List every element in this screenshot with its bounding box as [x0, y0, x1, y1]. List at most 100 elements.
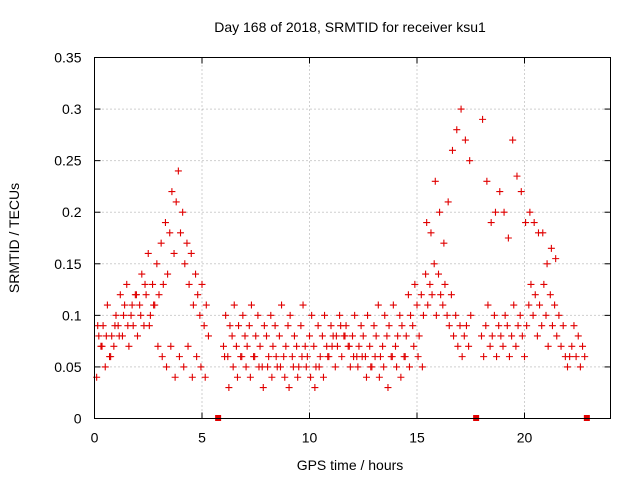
data-point	[161, 219, 169, 227]
data-point	[509, 136, 517, 144]
data-point	[383, 332, 391, 340]
data-point	[518, 332, 526, 340]
data-point	[252, 332, 260, 340]
data-point	[405, 363, 413, 371]
data-point	[264, 363, 272, 371]
data-point	[192, 270, 200, 278]
data-point	[409, 322, 417, 330]
data-point	[431, 177, 439, 185]
data-point	[268, 373, 276, 381]
data-point	[516, 311, 524, 319]
data-point	[454, 342, 462, 350]
data-point	[316, 353, 324, 361]
data-point	[555, 311, 563, 319]
data-point	[202, 301, 210, 309]
data-point	[201, 373, 209, 381]
data-point	[482, 322, 490, 330]
data-point	[486, 342, 494, 350]
x-axis-label: GPS time / hours	[297, 457, 404, 473]
data-point	[413, 301, 421, 309]
data-point	[544, 342, 552, 350]
data-point	[389, 301, 397, 309]
data-point	[157, 239, 165, 247]
data-point	[414, 353, 422, 361]
data-point	[167, 342, 175, 350]
data-point	[572, 353, 580, 361]
axis-ticks	[94, 57, 611, 419]
data-point	[526, 208, 534, 216]
data-point	[101, 363, 109, 371]
data-point	[372, 332, 380, 340]
data-point	[497, 332, 505, 340]
data-point	[197, 363, 205, 371]
data-point	[297, 322, 305, 330]
data-point	[465, 342, 473, 350]
data-point	[144, 249, 152, 257]
data-point	[267, 311, 275, 319]
data-point	[529, 311, 537, 319]
data-point	[286, 311, 294, 319]
data-point	[132, 291, 140, 299]
data-points	[93, 105, 589, 392]
data-point	[499, 342, 507, 350]
data-point	[230, 301, 238, 309]
data-point	[371, 353, 379, 361]
data-point	[259, 384, 267, 392]
data-point	[385, 322, 393, 330]
data-point	[443, 311, 451, 319]
data-point	[568, 342, 576, 350]
data-point	[510, 301, 518, 309]
data-point	[189, 301, 197, 309]
data-point	[351, 311, 359, 319]
data-point	[306, 332, 313, 340]
data-point	[523, 322, 531, 330]
data-point	[441, 280, 449, 288]
y-tick-label: 0.35	[54, 50, 81, 66]
data-point	[184, 342, 192, 350]
data-point	[346, 363, 354, 371]
data-point	[179, 208, 187, 216]
data-point	[107, 353, 115, 361]
data-point	[158, 353, 166, 361]
data-point	[242, 363, 250, 371]
data-point	[374, 301, 382, 309]
chart-title: Day 168 of 2018, SRMTID for receiver ksu…	[214, 19, 486, 35]
data-point	[302, 363, 310, 371]
data-point	[175, 353, 183, 361]
data-point	[301, 342, 309, 350]
data-point	[154, 342, 162, 350]
data-point	[285, 384, 293, 392]
data-point	[271, 322, 279, 330]
data-point	[282, 342, 290, 350]
data-point	[436, 208, 444, 216]
data-point	[314, 322, 322, 330]
y-tick-label: 0.1	[62, 307, 82, 323]
data-point	[364, 311, 372, 319]
data-point	[115, 332, 123, 340]
data-point	[539, 229, 547, 237]
data-point	[225, 384, 233, 392]
data-point	[484, 301, 492, 309]
data-point	[229, 363, 237, 371]
data-point	[453, 126, 461, 134]
data-point	[458, 353, 466, 361]
data-point	[310, 342, 318, 350]
data-point	[243, 342, 251, 350]
data-point	[428, 291, 436, 299]
data-point	[487, 219, 495, 227]
data-point	[379, 342, 387, 350]
plot-frame	[94, 57, 611, 419]
data-point	[440, 239, 448, 247]
data-point	[111, 322, 119, 330]
data-point	[350, 353, 358, 361]
data-point	[448, 146, 456, 154]
data-point	[576, 363, 584, 371]
data-point	[522, 219, 530, 227]
data-point	[194, 291, 202, 299]
data-point	[388, 353, 396, 361]
data-point	[222, 311, 230, 319]
data-point	[235, 322, 243, 330]
data-point	[290, 332, 298, 340]
data-point	[288, 353, 296, 361]
y-tick-label: 0.25	[54, 153, 81, 169]
